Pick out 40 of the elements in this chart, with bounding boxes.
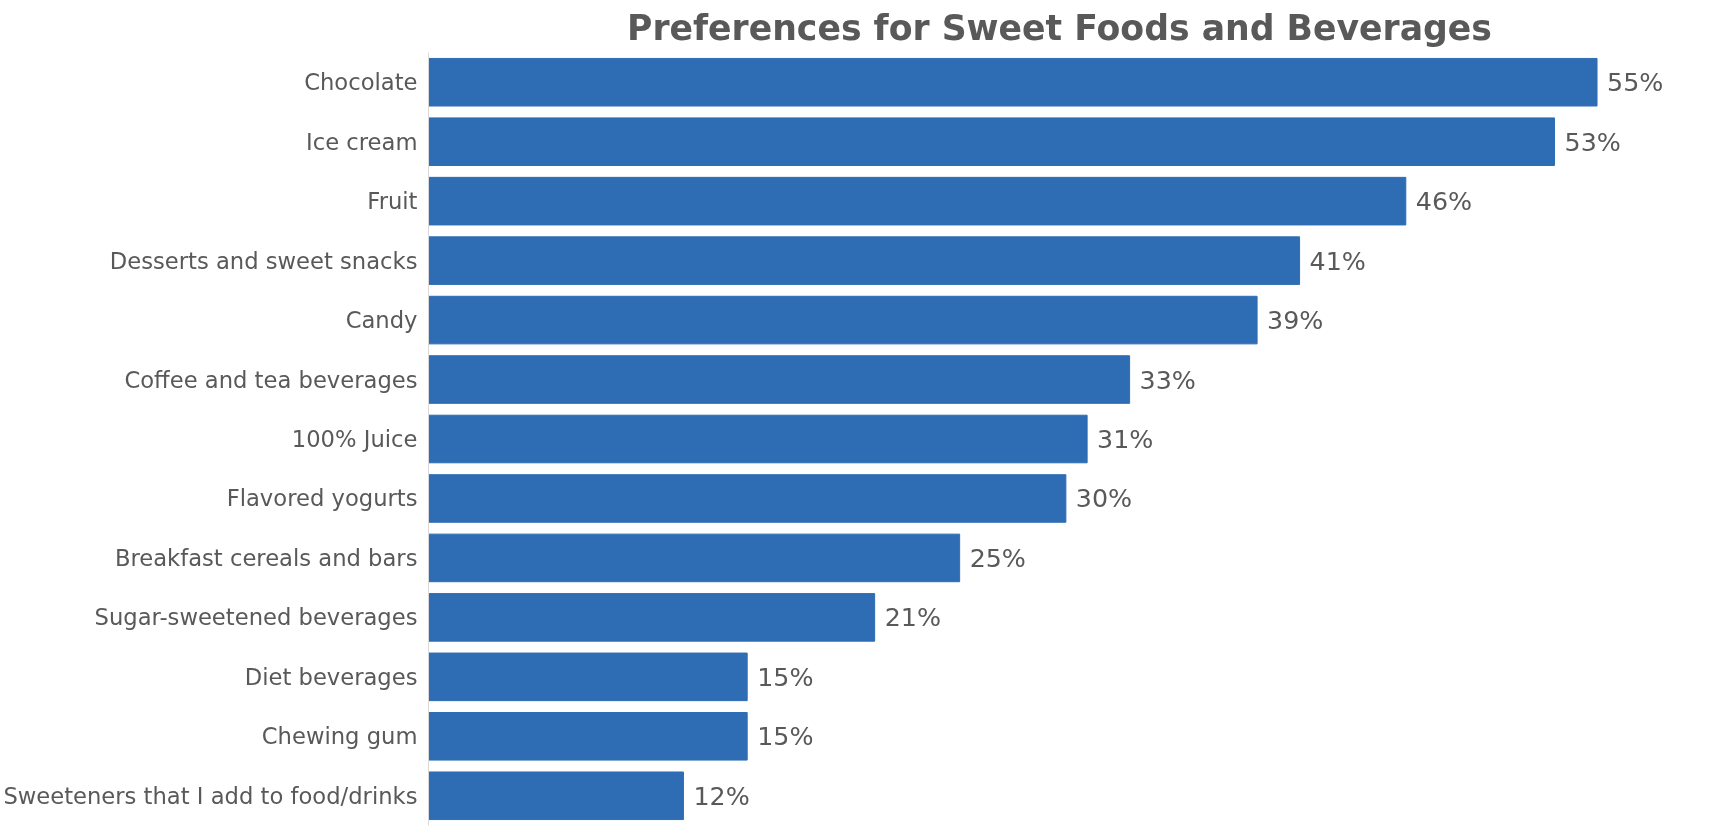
bar [428,474,1067,523]
bar [428,533,961,583]
y-tick-label: Sweeteners that I add to food/drinks [3,782,418,809]
bar [428,712,748,761]
data-label: 46% [1415,186,1473,217]
bar [428,652,748,702]
y-tick-label: Coffee and tea beverages [124,366,418,393]
chart-title: Preferences for Sweet Foods and Beverages [627,7,1493,48]
bar [428,771,684,821]
y-tick-label: Flavored yogurts [226,485,418,512]
bar [428,414,1088,464]
data-label: 33% [1139,364,1196,395]
bar [428,236,1301,285]
y-tick-label: Fruit [367,188,418,215]
y-tick-label: Chocolate [304,69,418,96]
y-tick-label: Ice cream [306,128,418,155]
bar [428,593,876,642]
data-label: 15% [757,721,814,752]
data-label: 31% [1097,424,1154,454]
data-label: 21% [884,602,941,633]
y-tick-label: Desserts and sweet snacks [109,247,418,274]
data-label: 55% [1607,67,1664,98]
bar [428,57,1598,107]
data-label: 15% [757,661,814,692]
y-tick-label: Diet beverages [244,663,418,690]
data-label: 12% [693,780,750,811]
y-tick-label: Sugar-sweetened beverages [94,604,418,631]
bar [428,355,1131,404]
y-tick-label: Chewing gum [261,723,418,750]
data-label: 53% [1564,126,1621,157]
bar [428,176,1407,226]
y-tick-label: Breakfast cereals and bars [114,544,418,571]
y-tick-label: Candy [345,307,418,334]
bar [428,295,1258,345]
data-label: 39% [1267,305,1324,336]
data-label: 25% [969,542,1026,573]
y-tick-label: 100% Juice [291,426,418,452]
data-label: 30% [1075,483,1133,514]
bar [428,117,1556,166]
data-label: 41% [1309,245,1366,276]
